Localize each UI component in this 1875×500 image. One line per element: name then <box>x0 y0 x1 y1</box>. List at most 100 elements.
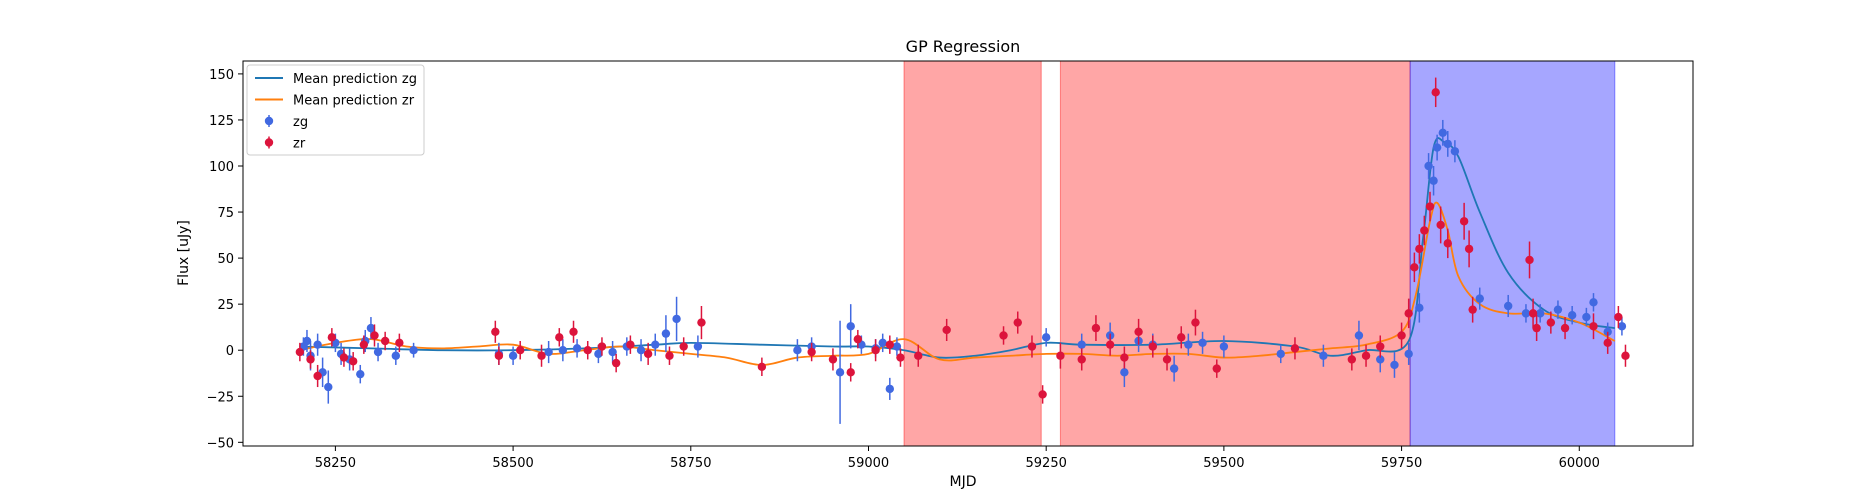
data-point <box>1436 220 1445 230</box>
x-tick-label: 60000 <box>1559 456 1600 471</box>
data-point <box>871 346 880 355</box>
data-point <box>1148 342 1158 351</box>
data-point <box>1521 309 1531 318</box>
data-point <box>1429 176 1438 185</box>
legend-label: zr <box>293 137 306 152</box>
data-point <box>835 368 845 377</box>
data-point <box>828 355 838 364</box>
plot-area <box>295 61 1630 446</box>
data-point <box>1617 322 1627 331</box>
data-point <box>672 314 681 324</box>
data-point <box>1091 323 1101 333</box>
data-point <box>1567 311 1577 320</box>
data-point <box>914 351 923 360</box>
data-point <box>356 369 365 379</box>
data-point <box>1560 323 1570 333</box>
data-point <box>569 327 578 336</box>
data-point <box>1420 226 1429 235</box>
legend-swatch-marker <box>264 116 274 126</box>
axes: 58250 58500 58750 59000 59250 59500 59750 60000… <box>207 60 1694 471</box>
data-point <box>366 323 376 333</box>
data-point <box>1376 342 1385 351</box>
data-point <box>1184 340 1193 349</box>
y-tick-label: 0 <box>226 344 234 359</box>
data-point <box>885 340 895 349</box>
data-point <box>1319 351 1328 360</box>
data-point <box>1404 309 1413 318</box>
data-point <box>295 347 305 357</box>
data-point <box>1443 239 1452 248</box>
legend-label: zg <box>293 115 308 130</box>
data-point <box>1459 217 1469 226</box>
data-point <box>1425 202 1435 211</box>
series-points-zr <box>295 77 1630 404</box>
data-point <box>1546 318 1556 327</box>
data-point <box>1276 349 1285 359</box>
y-axis-label: Flux [uJy] <box>176 220 192 286</box>
shaded-region-2 <box>1409 61 1616 446</box>
data-point <box>327 333 337 342</box>
data-point <box>1450 147 1460 156</box>
legend-box <box>246 64 425 156</box>
data-point <box>373 347 383 357</box>
data-point <box>693 342 703 351</box>
data-point <box>1056 351 1065 360</box>
data-point <box>537 351 546 360</box>
data-point <box>1410 263 1419 272</box>
data-point <box>555 333 564 342</box>
data-point <box>643 349 653 359</box>
data-point <box>359 340 369 349</box>
x-tick-label: 58500 <box>492 456 533 471</box>
data-point <box>1525 255 1534 265</box>
y-tick-label: 125 <box>209 114 234 129</box>
chart-title: GP Regression <box>906 37 1021 56</box>
data-point <box>793 346 802 355</box>
data-point <box>544 347 553 357</box>
data-point <box>1212 364 1221 373</box>
data-point <box>313 371 322 381</box>
data-point <box>339 353 349 362</box>
data-point <box>395 338 404 348</box>
data-point <box>313 340 322 349</box>
data-point <box>380 336 390 346</box>
data-point <box>892 342 902 351</box>
data-point <box>661 329 671 338</box>
axes-frame <box>242 60 1694 447</box>
data-point <box>846 322 855 331</box>
y-tick-label: 50 <box>217 252 234 267</box>
data-point <box>1198 338 1207 348</box>
data-point <box>807 347 816 357</box>
data-point <box>1041 333 1051 342</box>
data-point <box>302 336 312 346</box>
data-point <box>409 346 418 355</box>
data-point <box>1390 360 1399 370</box>
data-point <box>1354 331 1364 340</box>
data-point <box>1553 305 1563 314</box>
data-point <box>1614 312 1623 322</box>
data-point <box>594 349 603 359</box>
data-point <box>1438 128 1448 138</box>
data-point <box>1603 327 1612 336</box>
legend: Mean prediction zg Mean prediction zr zg zr <box>246 64 425 156</box>
data-point <box>1397 331 1406 340</box>
data-point <box>572 344 582 353</box>
data-point <box>1191 318 1200 327</box>
data-point <box>1120 368 1129 377</box>
data-point <box>1621 351 1630 360</box>
data-point <box>1105 340 1115 349</box>
data-point <box>391 351 401 360</box>
data-point <box>1424 161 1433 171</box>
data-point <box>1468 305 1477 314</box>
data-point <box>1013 318 1022 327</box>
data-point <box>942 325 951 335</box>
data-point <box>1415 303 1424 313</box>
data-point <box>1077 340 1086 349</box>
data-point <box>999 331 1008 340</box>
data-point <box>1027 342 1037 351</box>
data-point <box>1376 355 1385 364</box>
legend-label: Mean prediction zr <box>293 94 415 109</box>
shaded-region-1 <box>1059 61 1411 446</box>
data-point <box>665 351 674 360</box>
data-point <box>1347 355 1357 364</box>
